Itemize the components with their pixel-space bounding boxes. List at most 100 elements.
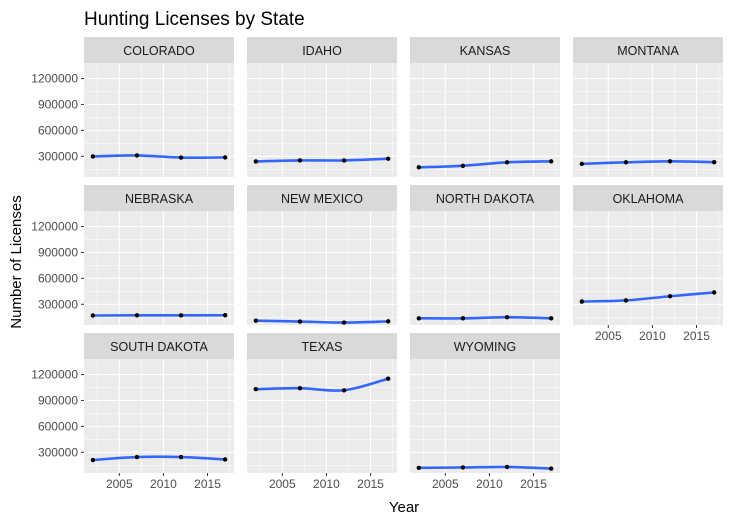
data-point — [222, 313, 228, 318]
data-point — [341, 320, 347, 325]
facet-plot-area — [84, 211, 234, 325]
facet-strip-label: COLORADO — [123, 44, 195, 58]
chart-title: Hunting Licenses by State — [84, 9, 305, 30]
facet-strip — [410, 185, 560, 211]
data-point — [460, 163, 466, 168]
facet-plot-area — [247, 359, 397, 473]
y-tick-label: 300000 — [38, 297, 78, 311]
data-point — [460, 465, 466, 470]
x-tick-label: 2015 — [683, 329, 710, 343]
y-tick-label: 1200000 — [31, 72, 78, 86]
y-tick-label: 900000 — [38, 97, 78, 111]
data-point — [134, 454, 140, 460]
data-point — [548, 159, 554, 164]
y-tick-label: 1200000 — [31, 220, 78, 234]
data-point — [253, 387, 259, 392]
x-tick-label: 2010 — [639, 329, 666, 343]
data-point — [623, 298, 629, 303]
facet-strip — [573, 37, 723, 63]
facet-plot-area — [410, 211, 560, 325]
data-point — [504, 160, 510, 165]
y-axis-label: Number of Licenses — [8, 195, 25, 328]
data-point — [341, 388, 347, 393]
facet-nebraska: NEBRASKA 300000 600000 900000 1200000 — [31, 185, 234, 325]
facet-strip-label: SOUTH DAKOTA — [110, 340, 208, 354]
x-tick-label: 2015 — [520, 477, 547, 491]
facet-strip — [247, 333, 397, 359]
series-line — [255, 157, 389, 163]
facet-strip — [410, 333, 560, 359]
data-point — [579, 299, 585, 304]
data-point — [416, 465, 422, 471]
data-point — [178, 313, 184, 318]
y-tick-label: 900000 — [38, 245, 78, 259]
data-point — [504, 464, 510, 470]
x-tick-label: 2010 — [313, 477, 340, 491]
series-line — [581, 291, 715, 303]
data-point — [253, 159, 259, 164]
data-point — [90, 457, 96, 463]
facet-strip-label: MONTANA — [617, 44, 679, 58]
x-axis-label: Year — [389, 499, 419, 516]
data-point — [385, 319, 391, 324]
data-point — [90, 313, 96, 318]
facet-plot-area — [410, 63, 560, 177]
facet-plot-area — [247, 63, 397, 177]
facet-strip — [84, 333, 234, 359]
y-tick-label: 600000 — [38, 419, 78, 433]
facet-strip — [84, 185, 234, 211]
facet-wyoming: WYOMING 2005 2010 2015 — [410, 333, 560, 491]
x-tick-label: 2005 — [595, 329, 622, 343]
data-point — [385, 376, 391, 381]
facet-idaho: IDAHO — [247, 37, 397, 177]
data-point — [297, 319, 303, 324]
facet-strip-label: WYOMING — [454, 340, 517, 354]
data-point — [548, 316, 554, 321]
data-point — [385, 156, 391, 161]
data-point — [341, 158, 347, 163]
data-point — [222, 155, 228, 160]
data-point — [416, 165, 422, 170]
series-line — [255, 377, 389, 392]
facet-plot-area — [410, 359, 560, 473]
data-point — [667, 294, 673, 299]
facet-strip-label: NEBRASKA — [125, 192, 194, 206]
facet-strip — [573, 185, 723, 211]
data-point — [90, 154, 96, 159]
data-point — [504, 315, 510, 320]
x-tick-label: 2010 — [150, 477, 177, 491]
series-line — [418, 465, 552, 470]
facet-strip-label: IDAHO — [302, 44, 342, 58]
facet-plot-area — [84, 359, 234, 473]
data-point — [711, 159, 717, 165]
facet-plot-area — [573, 63, 723, 177]
series-line — [92, 455, 226, 462]
facet-strip — [84, 37, 234, 63]
data-point — [460, 316, 466, 321]
data-point — [711, 290, 717, 295]
y-tick-label: 300000 — [38, 149, 78, 163]
facet-strip — [247, 37, 397, 63]
data-point — [134, 313, 140, 318]
x-tick-label: 2015 — [194, 477, 221, 491]
x-tick-label: 2015 — [357, 477, 384, 491]
facet-strip-label: OKLAHOMA — [613, 192, 685, 206]
data-point — [253, 318, 259, 323]
facet-texas: TEXAS 2005 2010 2015 — [247, 333, 397, 491]
data-point — [579, 161, 585, 167]
y-tick-label: 600000 — [38, 123, 78, 137]
facet-montana: MONTANA — [573, 37, 723, 177]
data-point — [222, 457, 228, 462]
y-tick-label: 300000 — [38, 445, 78, 459]
data-point — [416, 316, 422, 321]
facet-strip-label: NEW MEXICO — [281, 192, 363, 206]
y-tick-label: 600000 — [38, 271, 78, 285]
facet-new-mexico: NEW MEXICO — [247, 185, 397, 325]
facet-plot-area — [573, 211, 723, 325]
data-point — [667, 159, 673, 164]
series-line — [418, 315, 552, 320]
facet-north-dakota: NORTH DAKOTA — [410, 185, 560, 325]
facet-strip-label: NORTH DAKOTA — [436, 192, 535, 206]
facet-oklahoma: OKLAHOMA 2005 2010 2015 — [573, 185, 723, 343]
y-tick-label: 900000 — [38, 393, 78, 407]
